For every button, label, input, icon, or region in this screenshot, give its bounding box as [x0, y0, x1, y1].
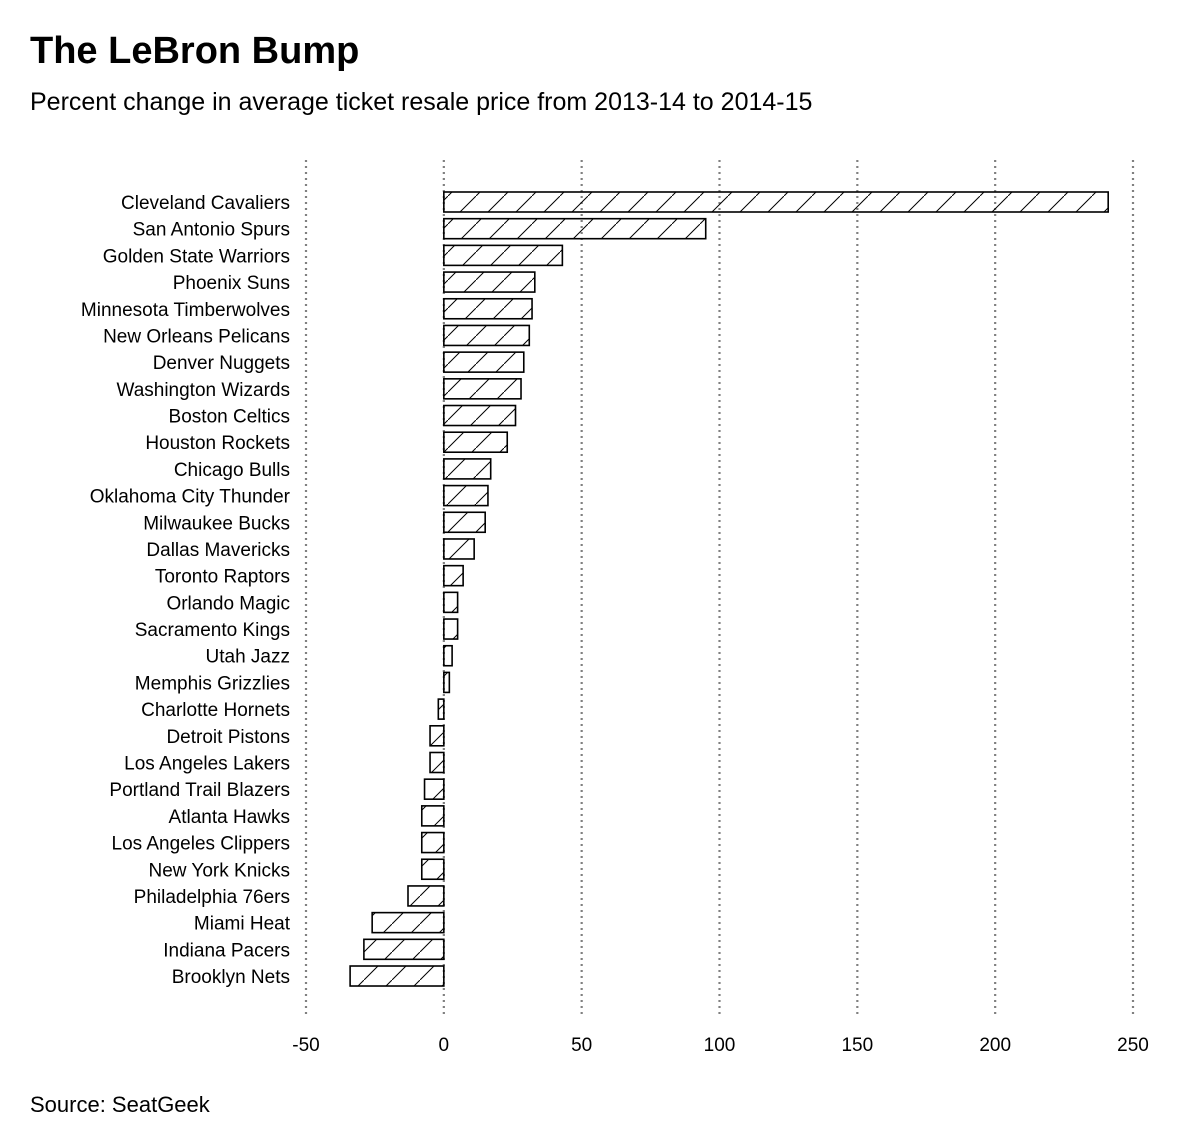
bar — [443, 484, 489, 507]
category-label: Minnesota Timberwolves — [81, 300, 290, 321]
category-label: Oklahoma City Thunder — [90, 487, 291, 508]
bar — [407, 885, 445, 907]
bar — [443, 404, 517, 427]
bar — [443, 564, 464, 587]
x-tick-label: 250 — [1117, 1035, 1149, 1056]
category-label: Los Angeles Clippers — [112, 834, 291, 855]
category-label: New York Knicks — [148, 860, 290, 881]
bar — [443, 217, 707, 240]
bar — [443, 431, 509, 454]
category-label: Brooklyn Nets — [172, 967, 290, 988]
chart-title: The LeBron Bump — [30, 30, 360, 72]
category-label: Cleveland Cavaliers — [121, 193, 290, 214]
bar — [443, 297, 533, 320]
x-tick-label: 50 — [571, 1035, 592, 1056]
category-label: Los Angeles Lakers — [124, 753, 290, 774]
category-label: Toronto Raptors — [155, 567, 290, 588]
x-tick-label: 200 — [979, 1035, 1011, 1056]
category-label: Memphis Grizzlies — [135, 673, 290, 694]
bar — [423, 778, 445, 800]
bar — [443, 511, 486, 534]
category-label: Philadelphia 76ers — [134, 887, 290, 908]
category-label: Indiana Pacers — [163, 940, 290, 961]
category-label: Boston Celtics — [169, 407, 290, 428]
bar — [443, 244, 564, 267]
category-label: Portland Trail Blazers — [109, 780, 290, 801]
bar — [429, 751, 445, 774]
x-tick-label: 0 — [439, 1035, 450, 1056]
bar — [349, 965, 445, 987]
category-label: Detroit Pistons — [166, 727, 290, 748]
bar — [443, 351, 525, 373]
category-label: Miami Heat — [194, 914, 291, 935]
bar — [443, 324, 531, 347]
category-label: Phoenix Suns — [173, 273, 290, 294]
bar — [443, 538, 475, 560]
category-label: Milwaukee Bucks — [143, 513, 290, 534]
category-label: Houston Rockets — [145, 433, 290, 454]
bar — [443, 644, 453, 667]
bar — [443, 191, 1109, 213]
category-labels: Cleveland Cavaliers San Antonio Spurs Gold… — [81, 193, 291, 988]
bar — [363, 938, 445, 961]
bar — [443, 271, 536, 293]
category-label: Washington Wizards — [116, 380, 290, 401]
category-label: Atlanta Hawks — [169, 807, 290, 828]
category-label: Sacramento Kings — [135, 620, 290, 641]
bar — [420, 858, 445, 881]
category-label: New Orleans Pelicans — [103, 326, 290, 347]
bar — [429, 724, 445, 747]
bar — [443, 671, 451, 694]
x-tick-label: 150 — [841, 1035, 873, 1056]
category-label: Denver Nuggets — [153, 353, 290, 374]
x-axis-ticks: -50 0 50 100 150 200 250 — [292, 1035, 1149, 1056]
bar — [437, 698, 445, 720]
bar — [420, 831, 445, 854]
category-label: Charlotte Hornets — [141, 700, 290, 721]
chart-source: Source: SeatGeek — [30, 1092, 210, 1117]
category-label: Chicago Bulls — [174, 460, 290, 481]
category-label: San Antonio Spurs — [133, 220, 290, 241]
bar — [443, 618, 459, 640]
bar — [443, 591, 459, 614]
bar — [443, 378, 522, 400]
bar — [371, 911, 445, 934]
category-label: Golden State Warriors — [103, 246, 290, 267]
chart-subtitle: Percent change in average ticket resale … — [30, 88, 813, 116]
category-label: Orlando Magic — [166, 593, 290, 614]
x-tick-label: -50 — [292, 1035, 319, 1056]
category-label: Dallas Mavericks — [146, 540, 290, 561]
bar — [420, 805, 445, 827]
category-label: Utah Jazz — [206, 647, 290, 668]
bars — [349, 191, 1109, 987]
x-tick-label: 100 — [704, 1035, 736, 1056]
bar — [443, 458, 492, 480]
